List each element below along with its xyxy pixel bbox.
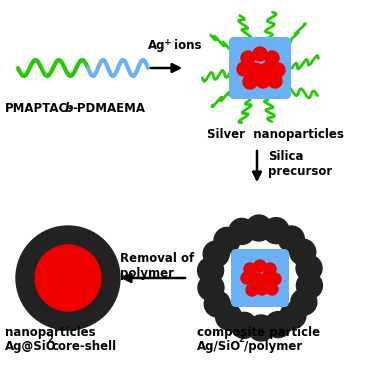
Circle shape bbox=[253, 47, 267, 61]
Text: Ag/SiO: Ag/SiO bbox=[197, 340, 241, 353]
Circle shape bbox=[296, 255, 322, 281]
Text: b: b bbox=[65, 102, 73, 115]
Circle shape bbox=[241, 51, 255, 65]
Circle shape bbox=[264, 263, 276, 275]
Circle shape bbox=[237, 62, 251, 76]
Text: /polymer: /polymer bbox=[244, 340, 302, 353]
Circle shape bbox=[198, 275, 224, 301]
Circle shape bbox=[251, 273, 263, 285]
Circle shape bbox=[229, 218, 255, 244]
Circle shape bbox=[268, 74, 282, 88]
Circle shape bbox=[271, 63, 285, 77]
Circle shape bbox=[203, 241, 229, 267]
Circle shape bbox=[256, 283, 268, 295]
Circle shape bbox=[241, 272, 253, 284]
Circle shape bbox=[290, 239, 316, 265]
Text: -PDMAEMA: -PDMAEMA bbox=[72, 102, 145, 115]
Circle shape bbox=[204, 291, 230, 317]
Text: Ag@SiO: Ag@SiO bbox=[5, 340, 57, 353]
Circle shape bbox=[291, 289, 317, 315]
Circle shape bbox=[246, 215, 272, 241]
Text: core-shell: core-shell bbox=[52, 340, 117, 353]
Circle shape bbox=[261, 272, 273, 284]
Circle shape bbox=[296, 273, 322, 299]
Text: Silica
precursor: Silica precursor bbox=[268, 150, 332, 178]
Circle shape bbox=[265, 51, 279, 65]
Text: nanoparticles: nanoparticles bbox=[5, 326, 95, 339]
Text: Ag: Ag bbox=[148, 39, 165, 52]
Circle shape bbox=[35, 245, 101, 311]
Text: Removal of
polymer: Removal of polymer bbox=[120, 252, 194, 280]
Text: ions: ions bbox=[170, 39, 202, 52]
Circle shape bbox=[280, 302, 306, 329]
Circle shape bbox=[266, 283, 278, 295]
Text: Silver  nanoparticles: Silver nanoparticles bbox=[207, 128, 344, 141]
Circle shape bbox=[243, 75, 257, 89]
Circle shape bbox=[249, 63, 263, 77]
Circle shape bbox=[278, 226, 304, 252]
FancyBboxPatch shape bbox=[231, 249, 289, 307]
Circle shape bbox=[256, 74, 270, 88]
Circle shape bbox=[244, 263, 256, 275]
Text: PMAPTAC-: PMAPTAC- bbox=[5, 102, 73, 115]
Circle shape bbox=[214, 227, 240, 254]
Circle shape bbox=[263, 218, 289, 244]
Circle shape bbox=[216, 304, 242, 330]
Circle shape bbox=[254, 260, 266, 272]
Circle shape bbox=[198, 257, 223, 283]
Circle shape bbox=[269, 273, 281, 285]
Circle shape bbox=[246, 284, 258, 296]
Circle shape bbox=[231, 312, 257, 338]
Text: composite particle: composite particle bbox=[197, 326, 320, 339]
FancyBboxPatch shape bbox=[229, 37, 291, 99]
Text: 2: 2 bbox=[47, 335, 53, 344]
Circle shape bbox=[248, 315, 274, 341]
Circle shape bbox=[16, 226, 120, 330]
Circle shape bbox=[265, 312, 291, 338]
Circle shape bbox=[261, 62, 275, 76]
Text: 2: 2 bbox=[238, 335, 244, 344]
Text: +: + bbox=[164, 38, 172, 47]
